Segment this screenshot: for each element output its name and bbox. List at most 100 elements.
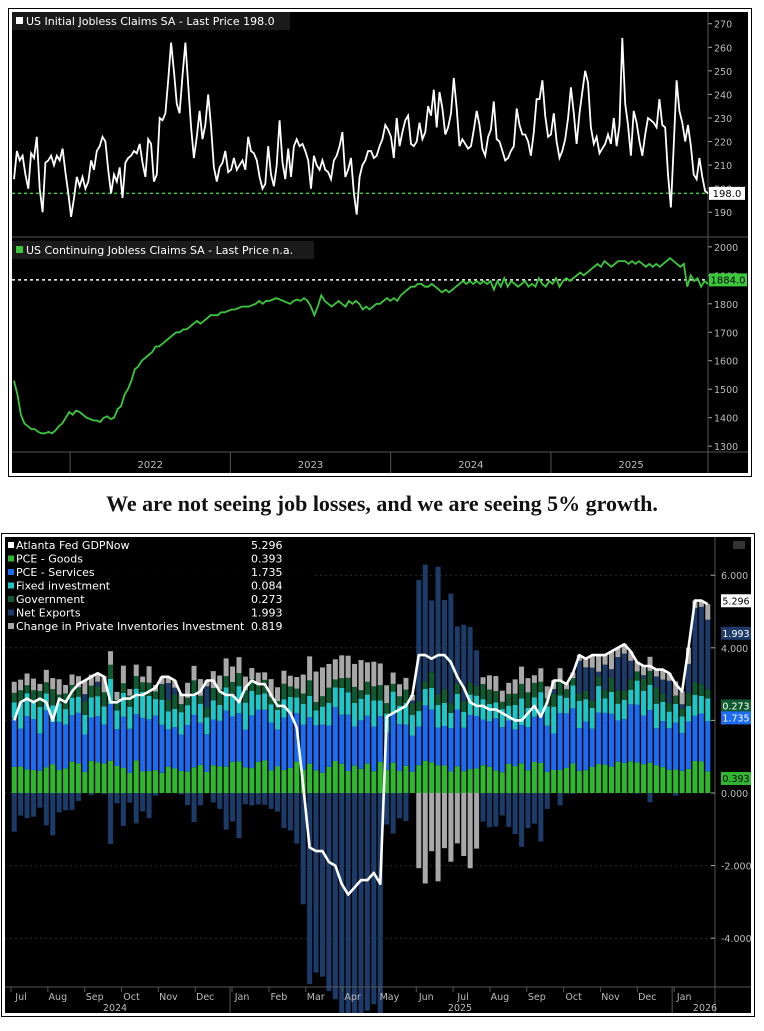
gdp-value-tag-label: 5.296 <box>722 596 749 607</box>
pce-services-bar <box>242 729 248 768</box>
government-bar <box>474 686 480 696</box>
pce-goods-bar <box>608 766 614 793</box>
pce-goods-bar <box>230 761 236 793</box>
fixed-investment-bar <box>499 709 505 728</box>
legend-series-value: 0.273 <box>251 593 283 606</box>
pce-services-bar <box>422 705 428 761</box>
legend-series-name: Net Exports <box>16 607 81 620</box>
net-exports-bar <box>570 793 576 794</box>
government-bar <box>435 694 441 706</box>
inventories-bar <box>75 676 81 688</box>
legend-swatch <box>8 623 14 629</box>
cc-ytick-label: 2000 <box>714 243 738 254</box>
net-exports-bar <box>159 684 165 685</box>
gdp-ytick-label: 4.000 <box>721 644 748 655</box>
pce-services-bar <box>474 716 480 769</box>
gdp-value-tag-label: 1.735 <box>722 713 749 724</box>
inventories-bar <box>140 676 146 683</box>
fixed-investment-bar <box>332 687 338 708</box>
gdp-xtick-label: Feb <box>270 992 287 1003</box>
fixed-investment-bar <box>416 711 422 727</box>
pce-services-bar <box>653 728 659 766</box>
inventories-bar <box>705 604 711 620</box>
continuing-claims-legend-label: US Continuing Jobless Claims SA - Last P… <box>26 244 293 257</box>
net-exports-bar <box>82 694 88 702</box>
pce-services-bar <box>165 729 171 767</box>
inventories-bar <box>88 674 94 686</box>
legend-series-value: 1.993 <box>251 607 283 620</box>
inventories-bar <box>377 663 383 686</box>
caption: We are not seeing job losses, and we are… <box>106 491 658 516</box>
pce-services-bar <box>698 713 704 762</box>
fixed-investment-bar <box>133 688 139 715</box>
government-bar <box>512 693 518 705</box>
pce-goods-bar <box>698 761 704 793</box>
government-bar <box>493 691 499 703</box>
net-exports-bar <box>152 793 158 796</box>
net-exports-bar <box>191 793 197 823</box>
pce-goods-bar <box>108 760 114 793</box>
inventories-bar <box>133 664 139 677</box>
gdp-legend: Atlanta Fed GDPNow 5.296 PCE - Goods 0.393 P… <box>5 537 315 635</box>
net-exports-bar <box>467 626 473 683</box>
net-exports-bar <box>608 669 614 678</box>
inventories-bar <box>666 673 672 681</box>
government-bar <box>647 670 653 685</box>
pce-services-bar <box>557 713 563 770</box>
government-bar <box>101 692 107 707</box>
pce-goods-bar <box>352 765 358 793</box>
government-bar <box>172 694 178 709</box>
ic-ytick-label: 270 <box>714 20 732 31</box>
pce-services-bar <box>390 713 396 763</box>
net-exports-bar <box>352 793 358 1017</box>
government-bar <box>538 681 544 693</box>
inventories-bar <box>326 663 332 688</box>
government-bar <box>281 683 287 700</box>
pce-services-bar <box>608 713 614 767</box>
net-exports-bar <box>210 793 216 803</box>
pce-services-bar <box>506 720 512 764</box>
pce-goods-bar <box>242 767 248 793</box>
pce-goods-bar <box>538 762 544 793</box>
year-tick-label: 2022 <box>138 460 163 471</box>
government-bar <box>18 690 24 703</box>
government-bar <box>576 693 582 701</box>
pce-services-bar <box>596 712 602 765</box>
pce-goods-bar <box>358 768 364 793</box>
net-exports-bar <box>294 793 300 844</box>
legend-series-value: 0.819 <box>251 620 283 633</box>
government-bar <box>268 696 274 705</box>
pce-services-bar <box>486 721 492 767</box>
government-bar <box>43 682 49 694</box>
fixed-investment-bar <box>75 696 81 713</box>
inventories-bar <box>641 665 647 676</box>
net-exports-bar <box>474 650 480 687</box>
pce-services-bar <box>11 718 17 767</box>
legend-series-name: PCE - Services <box>16 566 95 579</box>
expand-icon[interactable] <box>733 541 745 549</box>
pce-goods-bar <box>345 771 351 793</box>
government-bar <box>223 676 229 688</box>
fixed-investment-bar <box>268 704 274 723</box>
government-bar <box>197 695 203 704</box>
pce-goods-bar <box>454 766 460 793</box>
net-exports-bar <box>397 793 403 819</box>
fixed-investment-bar <box>18 702 24 729</box>
net-exports-bar <box>628 660 634 680</box>
gdp-ytick-label: -4.000 <box>721 934 751 945</box>
government-bar <box>339 678 345 688</box>
net-exports-bar <box>30 793 36 817</box>
inventories-bar <box>197 679 203 696</box>
gdp-xtick-label: Jun <box>418 992 434 1003</box>
pce-goods-bar <box>422 760 428 793</box>
inventories-bar <box>18 679 24 691</box>
pce-services-bar <box>467 714 473 770</box>
fixed-investment-bar <box>37 706 43 734</box>
net-exports-bar <box>531 793 537 824</box>
fixed-investment-bar <box>544 706 550 726</box>
pce-goods-bar <box>210 765 216 793</box>
fixed-investment-bar <box>429 687 435 710</box>
pce-goods-bar <box>467 769 473 793</box>
inventories-bar <box>564 683 570 690</box>
